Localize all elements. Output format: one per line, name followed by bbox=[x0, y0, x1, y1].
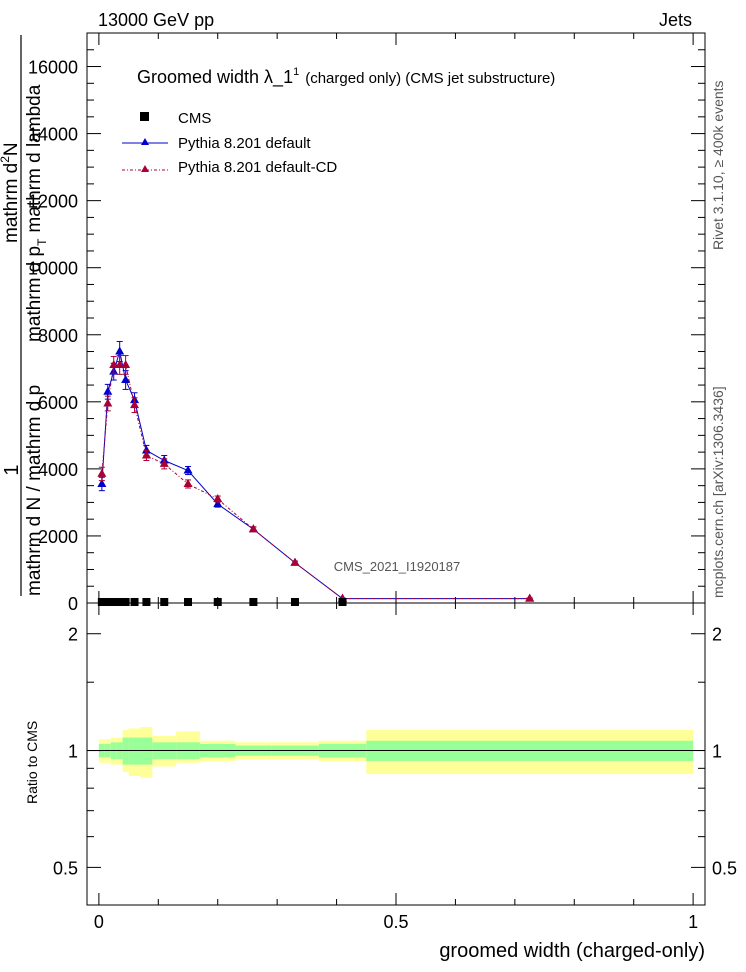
data-point bbox=[103, 386, 113, 395]
ratio-tick-label-right: 1 bbox=[712, 742, 722, 762]
data-point bbox=[130, 400, 140, 409]
legend-marker-cms bbox=[140, 112, 149, 121]
ratio-band-inner bbox=[128, 737, 141, 765]
cms-point bbox=[142, 598, 151, 606]
ratio-tick-label: 1 bbox=[68, 742, 78, 762]
header-left: 13000 GeV pp bbox=[98, 10, 214, 30]
legend: CMS Pythia 8.201 default Pythia 8.201 de… bbox=[122, 110, 337, 176]
y-axis-label: 1 mathrm d2N mathrm d N / mathrm d p mat… bbox=[0, 35, 49, 596]
data-point bbox=[109, 359, 119, 368]
legend-label-cms: CMS bbox=[178, 110, 211, 127]
y-tick-label: 6000 bbox=[38, 393, 78, 413]
data-point bbox=[183, 478, 193, 487]
y-label-dpt: mathrm d p bbox=[24, 246, 45, 342]
ratio-bands bbox=[98, 727, 694, 778]
y-label-num-n: N bbox=[1, 142, 22, 156]
series-cd bbox=[97, 355, 535, 602]
ratio-tick-label: 2 bbox=[68, 625, 78, 645]
y-tick-label: 8000 bbox=[38, 326, 78, 346]
chart-title-suffix: (charged only) (CMS jet substructure) bbox=[305, 70, 555, 87]
y-tick-label: 2000 bbox=[38, 527, 78, 547]
y-label-numerator: mathrm d2N bbox=[0, 142, 22, 243]
cms-point bbox=[290, 598, 299, 606]
cms-point bbox=[338, 598, 347, 606]
cms-point bbox=[121, 598, 130, 606]
data-point bbox=[213, 499, 223, 508]
data-point bbox=[183, 465, 193, 474]
rivet-label: Rivet 3.1.10, ≥ 400k events bbox=[710, 80, 726, 250]
cms-points bbox=[97, 598, 347, 606]
y-tick-label: 16000 bbox=[28, 58, 78, 78]
y-tick-label: 14000 bbox=[28, 125, 78, 145]
data-point bbox=[121, 375, 131, 384]
x-axis-label: groomed width (charged-only) bbox=[439, 940, 705, 962]
cms-point bbox=[213, 598, 222, 606]
cms-point bbox=[184, 598, 193, 606]
x-tick-label: 1 bbox=[688, 912, 698, 932]
data-point bbox=[97, 478, 107, 487]
y-tick-label: 0 bbox=[68, 594, 78, 614]
y-label-denominator-1: mathrm d N / mathrm d p bbox=[24, 385, 45, 596]
axis-ticks: 0 0.5 1 0 2000 4000 6000 8000 10000 12000 14000 160… bbox=[28, 33, 737, 932]
cms-point bbox=[130, 598, 139, 606]
y-tick-label: 4000 bbox=[38, 460, 78, 480]
y-tick-label: 12000 bbox=[28, 192, 78, 212]
series-default bbox=[97, 340, 535, 602]
mcplots-label: mcplots.cern.ch [arXiv:1306.3436] bbox=[710, 386, 726, 598]
y-label-one: 1 bbox=[1, 464, 23, 475]
x-tick-label: 0 bbox=[94, 912, 104, 932]
data-point bbox=[213, 494, 223, 503]
data-point bbox=[115, 346, 125, 355]
data-point bbox=[97, 468, 107, 477]
data-point bbox=[141, 450, 151, 459]
data-point bbox=[121, 359, 131, 368]
ratio-band-inner bbox=[140, 737, 153, 765]
watermark: CMS_2021_I1920187 bbox=[334, 559, 461, 574]
cms-point bbox=[109, 598, 118, 606]
legend-label-default: Pythia 8.201 default bbox=[178, 135, 311, 152]
series-line bbox=[101, 351, 530, 600]
ratio-tick-label-right: 2 bbox=[712, 625, 722, 645]
data-point bbox=[290, 557, 300, 566]
data-point bbox=[103, 398, 113, 407]
data-point bbox=[159, 458, 169, 467]
y-label-denominator-2: mathrm d pTmathrm d lambda bbox=[24, 84, 49, 342]
chart-title-sup: 1 bbox=[293, 66, 299, 78]
cms-point bbox=[97, 598, 106, 606]
data-point bbox=[141, 445, 151, 454]
series-line bbox=[101, 364, 530, 600]
y-label-dlambda: mathrm d lambda bbox=[24, 84, 45, 232]
x-tick-label: 0.5 bbox=[383, 912, 408, 932]
ratio-band-inner bbox=[122, 737, 129, 765]
y-tick-label: 10000 bbox=[28, 259, 78, 279]
ratio-y-label: Ratio to CMS bbox=[24, 721, 40, 804]
ratio-tick-label: 0.5 bbox=[53, 858, 78, 878]
ratio-tick-label-right: 0.5 bbox=[712, 858, 737, 878]
chart-title: Groomed width λ_11 (charged only) (CMS je… bbox=[137, 66, 555, 88]
cms-point bbox=[103, 598, 112, 606]
y-label-num-d: mathrm d bbox=[1, 163, 22, 243]
cms-point bbox=[249, 598, 258, 606]
header-right: Jets bbox=[659, 10, 692, 30]
y-label-num-sup: 2 bbox=[0, 156, 12, 163]
data-point bbox=[525, 593, 535, 602]
legend-marker-default bbox=[141, 138, 149, 145]
y-label-tsub: T bbox=[35, 238, 49, 246]
data-point bbox=[248, 524, 258, 533]
chart-title-main: Groomed width λ_1 bbox=[137, 67, 293, 88]
cms-point bbox=[160, 598, 169, 606]
legend-label-cd: Pythia 8.201 default-CD bbox=[178, 159, 337, 176]
cms-point bbox=[115, 598, 124, 606]
data-point bbox=[115, 359, 125, 368]
legend-marker-cd bbox=[141, 165, 149, 172]
